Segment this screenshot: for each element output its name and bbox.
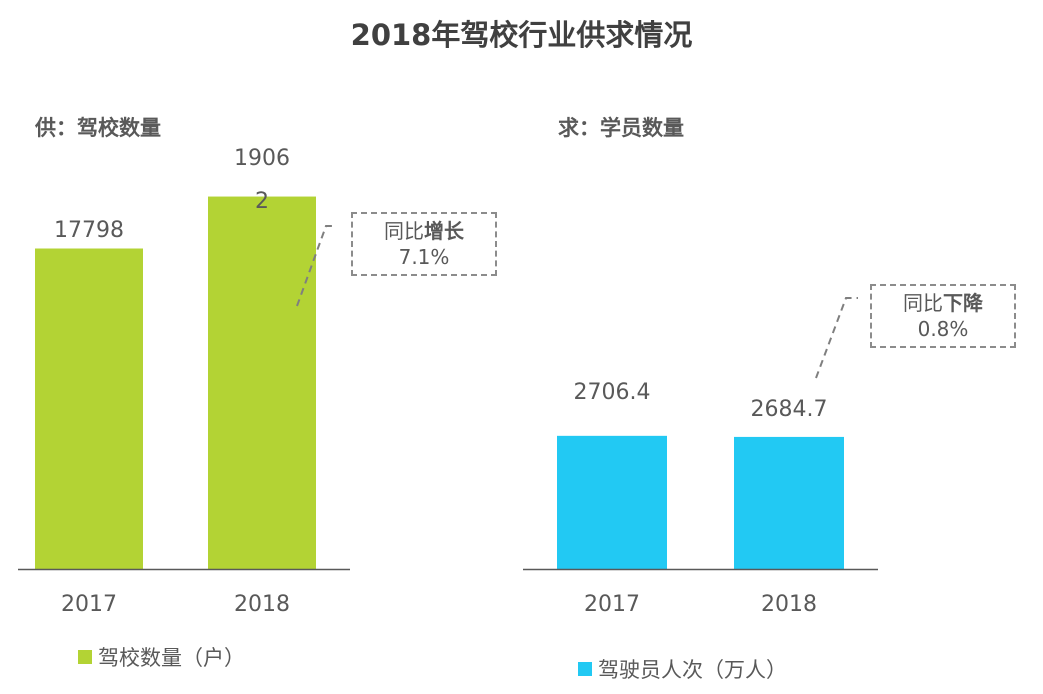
data-label-supply-2018-line2: 2 (255, 189, 269, 214)
callout-prefix: 同比 (903, 291, 943, 315)
bar-supply-2017 (35, 248, 143, 569)
data-label-demand-2018: 2684.7 (750, 397, 828, 422)
legend-label: 驾驶员人次（万人） (598, 658, 787, 682)
x-tick-supply-2018: 2018 (234, 592, 290, 617)
legend-label: 驾校数量（户） (98, 646, 245, 670)
data-label-supply-2018-line1: 1906 (234, 146, 290, 171)
callout-value: 7.1% (398, 245, 450, 269)
legend-swatch (578, 662, 592, 676)
bar-supply-2018 (208, 196, 316, 569)
bar-demand-2017 (557, 435, 667, 569)
callout-leader-demand (815, 297, 858, 379)
legend-supply: 驾校数量（户） (78, 642, 245, 672)
data-label-demand-2017: 2706.4 (573, 380, 651, 405)
callout-leader-supply (296, 225, 336, 307)
callout-emph: 增长 (424, 219, 464, 243)
callout-prefix: 同比 (384, 219, 424, 243)
callout-value: 0.8% (917, 317, 969, 341)
demand-decline-callout: 同比下降 0.8% (870, 284, 1016, 348)
demand-subtitle: 求：学员数量 (558, 116, 684, 140)
legend-demand: 驾驶员人次（万人） (578, 654, 787, 684)
callout-emph: 下降 (943, 291, 983, 315)
data-label-supply-2017: 17798 (54, 218, 124, 243)
supply-subtitle: 供：驾校数量 (35, 116, 161, 140)
x-tick-demand-2018: 2018 (761, 592, 817, 617)
chart-title: 2018年驾校行业供求情况 (350, 18, 693, 52)
x-tick-supply-2017: 2017 (61, 592, 117, 617)
bar-demand-2018 (734, 436, 844, 569)
x-tick-demand-2017: 2017 (584, 592, 640, 617)
supply-growth-callout: 同比增长 7.1% (351, 212, 497, 276)
legend-swatch (78, 650, 92, 664)
